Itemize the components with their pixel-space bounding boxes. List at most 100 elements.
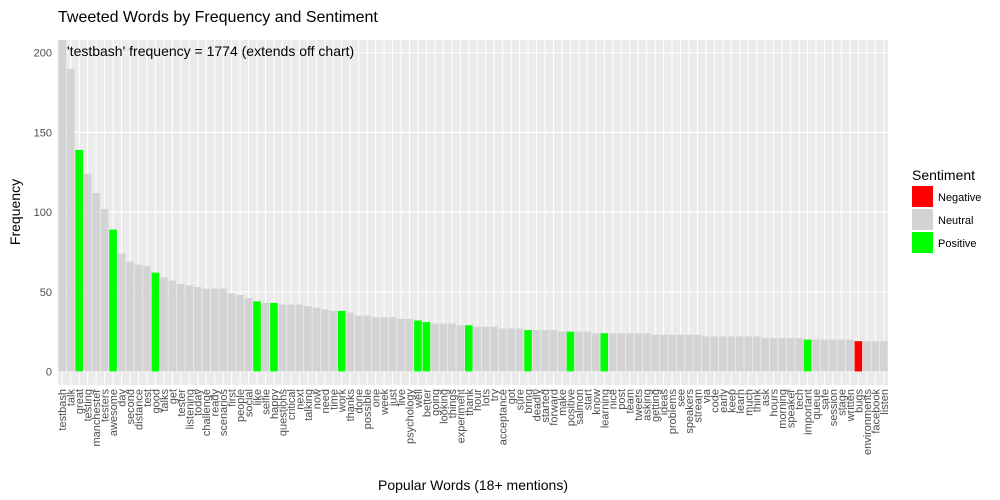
bar <box>320 309 329 372</box>
bar <box>380 317 388 372</box>
x-tick-label: much <box>743 389 755 416</box>
bar <box>58 40 67 372</box>
x-tick-label: speaker <box>786 389 798 428</box>
x-tick-label: salmon <box>574 389 586 424</box>
bar <box>735 336 744 372</box>
x-tick-label: social <box>244 389 256 417</box>
x-tick-label: make <box>557 389 569 416</box>
bar <box>210 288 219 372</box>
bar <box>397 318 405 372</box>
bar <box>727 336 736 372</box>
x-tick-label: forward <box>548 389 560 426</box>
bar <box>270 302 278 372</box>
x-tick-label: listen <box>879 389 891 415</box>
bar <box>617 333 626 372</box>
legend-key <box>912 232 933 253</box>
bar <box>829 339 837 372</box>
bar <box>863 341 871 372</box>
x-tick-label: sure <box>515 389 527 410</box>
bar <box>490 326 498 372</box>
bar <box>109 229 117 372</box>
bar <box>337 310 346 372</box>
x-tick-label: written <box>845 389 857 422</box>
x-tick-label: distance <box>133 389 145 430</box>
bar <box>244 298 253 372</box>
bar <box>456 325 465 372</box>
x-tick-label: environments <box>862 389 874 456</box>
x-tick-label: deadly <box>532 389 544 422</box>
bar <box>837 339 846 372</box>
x-tick-label: experiment <box>455 389 467 443</box>
bar <box>634 333 642 372</box>
bar <box>66 68 75 372</box>
x-tick-label: manchester <box>91 389 103 447</box>
bar <box>778 337 786 372</box>
bar <box>253 301 261 372</box>
x-tick-label: session <box>828 389 840 426</box>
bar <box>583 331 592 372</box>
bar <box>287 304 295 372</box>
x-tick-label: hour <box>472 389 484 411</box>
x-tick-label: better <box>421 389 433 417</box>
x-tick-label: now <box>311 389 323 409</box>
legend-label: Positive <box>938 238 977 250</box>
x-tick-label: week <box>379 389 391 416</box>
bar <box>659 334 668 372</box>
bar <box>473 326 482 372</box>
bar <box>312 307 321 372</box>
bar <box>744 336 753 372</box>
x-tick-label: talks <box>159 389 171 412</box>
bar <box>193 286 202 372</box>
legend-key <box>912 209 933 230</box>
x-tick-label: possible <box>362 389 374 429</box>
bar <box>126 261 134 372</box>
x-tick-label: via <box>701 388 713 403</box>
x-tick-label: start <box>582 389 594 410</box>
x-tick-label: scenarios <box>218 389 230 437</box>
bar <box>676 334 685 372</box>
plot-area <box>58 40 888 385</box>
bar <box>405 318 414 372</box>
x-tick-label: stage <box>836 389 848 416</box>
x-tick-label: selfie <box>261 389 273 415</box>
bar <box>202 288 211 372</box>
y-tick-label: 50 <box>40 287 52 299</box>
bar <box>575 331 583 372</box>
bar <box>846 339 854 372</box>
bar <box>236 294 244 372</box>
bar <box>515 328 524 372</box>
bar <box>422 322 431 372</box>
bar <box>92 192 100 372</box>
x-tick-label: testbash <box>57 389 69 431</box>
x-tick-label: see <box>676 389 688 407</box>
x-tick-label: challenge <box>201 389 213 436</box>
x-tick-label: talk <box>66 389 78 407</box>
bar <box>464 325 473 372</box>
bar <box>481 326 490 372</box>
x-tick-label: great <box>74 389 86 414</box>
x-tick-label: hours <box>769 389 781 417</box>
legend-title: Sentiment <box>912 167 975 183</box>
x-tick-label: psychology <box>404 389 416 445</box>
bar <box>524 330 532 372</box>
bar <box>143 266 151 372</box>
bar <box>75 149 83 372</box>
x-tick-label: work <box>337 389 349 414</box>
x-tick-label: testers <box>100 389 112 423</box>
x-tick-label: listening <box>184 389 196 429</box>
x-tick-label: tweets <box>633 389 645 421</box>
bar <box>752 336 761 372</box>
x-axis-label: Popular Words (18+ mentions) <box>378 477 568 493</box>
bar <box>549 330 558 372</box>
bar <box>625 333 634 372</box>
x-tick-label: queue <box>811 389 823 420</box>
bar <box>176 283 185 372</box>
bar <box>693 334 702 372</box>
y-tick-label: 0 <box>46 366 52 378</box>
bar <box>820 339 829 372</box>
x-tick-label: ideas <box>659 389 671 416</box>
x-tick-label: next <box>294 389 306 410</box>
x-tick-label: safe <box>819 389 831 410</box>
bar <box>685 334 693 372</box>
